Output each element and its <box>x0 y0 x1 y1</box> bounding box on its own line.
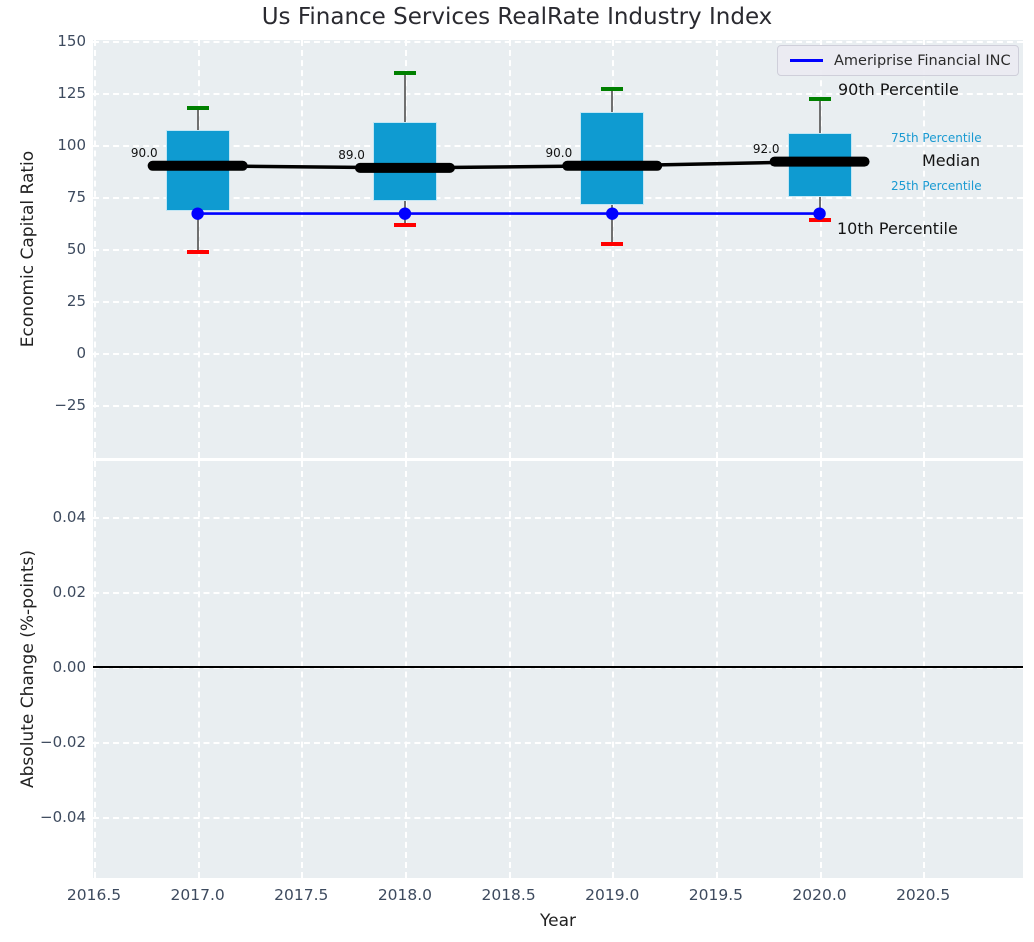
bottom-axes <box>93 461 1023 878</box>
series-overlay <box>147 156 870 220</box>
cap-10th-percentile <box>186 250 209 255</box>
x-gridline <box>301 461 304 878</box>
zero-change-line <box>93 666 1023 668</box>
y-tick-label: 150 <box>57 32 86 50</box>
y-tick-label: 100 <box>57 136 86 154</box>
y-gridline <box>93 592 1023 594</box>
y-gridline <box>93 145 1023 147</box>
y-gridline <box>93 405 1023 407</box>
y-tick-label: 75 <box>66 188 86 206</box>
y-tick-label: 0.04 <box>52 508 86 526</box>
y-tick-label: 0.00 <box>52 658 86 676</box>
company-dot <box>813 207 826 220</box>
x-gridline <box>508 461 511 878</box>
x-tick-label: 2020.5 <box>896 886 951 904</box>
legend-label: Ameriprise Financial INC <box>834 52 1011 69</box>
cap-90th-percentile <box>393 71 416 76</box>
box <box>372 122 437 202</box>
annotation-median: Median <box>922 151 981 170</box>
x-gridline <box>819 461 822 878</box>
x-gridline <box>715 461 718 878</box>
median-value-label: 90.0 <box>545 145 573 160</box>
y-gridline <box>93 742 1023 744</box>
median-value-label: 89.0 <box>338 147 365 162</box>
x-tick-label: 2020.0 <box>792 886 847 904</box>
y-gridline <box>93 353 1023 355</box>
y-tick-label: −0.04 <box>40 808 86 826</box>
x-tick-label: 2017.5 <box>274 886 329 904</box>
median-value-label: 90.0 <box>130 145 158 160</box>
company-dot <box>398 207 412 220</box>
median-value-label: 92.0 <box>752 141 780 156</box>
cap-10th-percentile <box>601 241 624 246</box>
y-tick-label: −25 <box>54 396 86 414</box>
x-gridline <box>612 461 615 878</box>
x-tick-label: 2018.0 <box>377 886 433 904</box>
y-gridline <box>93 517 1023 519</box>
y-tick-label: 0.02 <box>52 583 86 601</box>
top-axes: 90.0 89.0 90.0 92.0 <box>93 40 1023 458</box>
annotation-10th-percentile: 10th Percentile <box>837 219 958 238</box>
y-gridline <box>93 667 1023 669</box>
y-tick-label: 25 <box>66 292 86 310</box>
x-tick-label: 2016.5 <box>66 886 122 904</box>
cap-10th-percentile <box>808 217 831 222</box>
x-gridline <box>94 461 96 878</box>
x-gridline <box>923 461 926 878</box>
x-gridline <box>197 461 200 878</box>
annotation-25th-percentile: 25th Percentile <box>891 179 982 193</box>
y-gridline <box>93 817 1023 819</box>
y-gridline <box>93 93 1023 95</box>
y-tick-label: 50 <box>66 240 86 258</box>
x-tick-label: 2019.5 <box>688 886 744 904</box>
y-gridline <box>93 249 1023 251</box>
x-tick-label: 2018.5 <box>481 886 536 904</box>
y-gridline <box>93 41 1023 43</box>
cap-10th-percentile <box>393 223 416 228</box>
annotation-90th-percentile: 90th Percentile <box>838 80 959 99</box>
company-dot <box>606 207 619 220</box>
box <box>580 111 645 206</box>
cap-90th-percentile <box>808 97 831 102</box>
y-tick-label: −0.02 <box>40 733 86 751</box>
x-gridline <box>404 461 407 878</box>
y-gridline <box>93 197 1023 199</box>
y-tick-label: 125 <box>57 84 86 102</box>
annotation-75th-percentile: 75th Percentile <box>891 131 982 145</box>
chart-title: Us Finance Services RealRate Industry In… <box>261 4 773 30</box>
legend-line-swatch <box>790 59 823 62</box>
cap-90th-percentile <box>186 105 209 110</box>
cap-90th-percentile <box>601 86 624 91</box>
y-gridline <box>93 301 1023 303</box>
x-tick-label: 2017.0 <box>170 886 225 904</box>
legend: Ameriprise Financial INC <box>777 45 1019 76</box>
company-dot <box>191 207 204 220</box>
x-axis-label: Year <box>540 911 576 931</box>
y-tick-label: 0 <box>76 344 86 362</box>
x-tick-label: 2019.0 <box>585 886 640 904</box>
median-trend-line <box>197 159 820 170</box>
